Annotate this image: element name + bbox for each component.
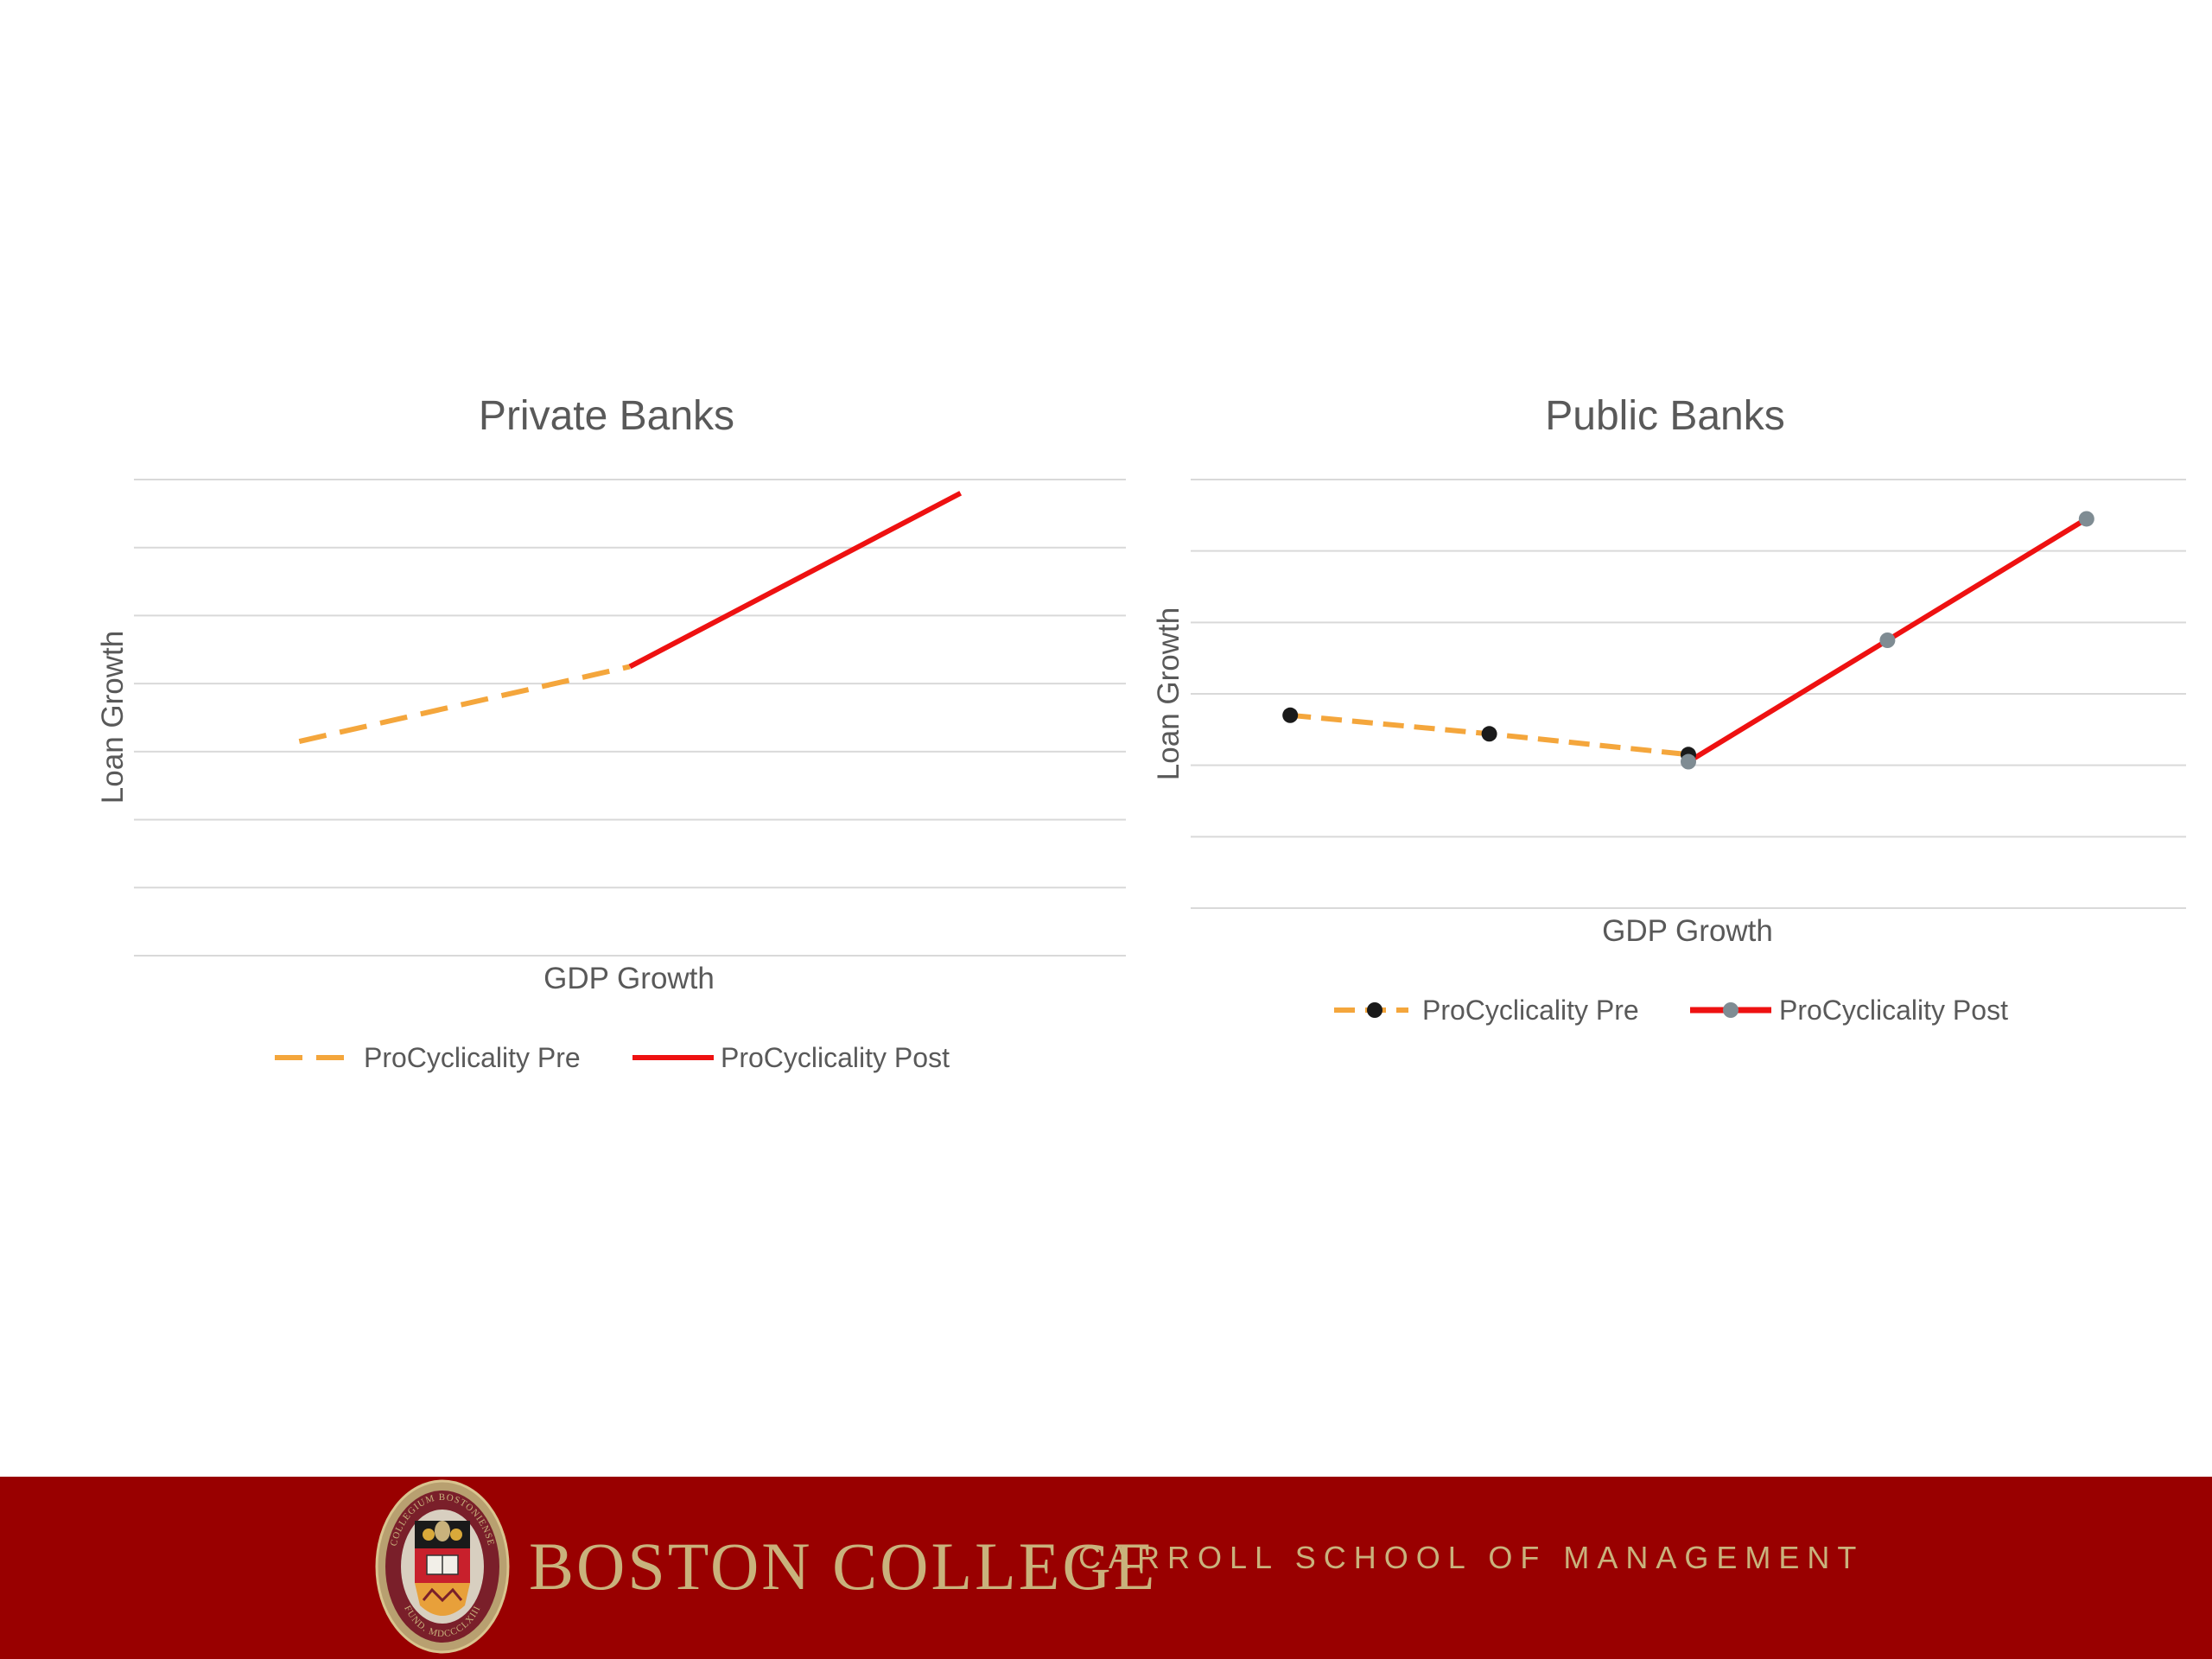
series-lines [298, 491, 963, 744]
legend-marker-pre [1367, 1002, 1382, 1018]
x-axis-label: GDP Growth [543, 962, 715, 995]
boston-college-seal-icon: COLLEGIUM BOSTONIENSE FUND. MDCCCLXIII [375, 1479, 510, 1654]
chart-title: Public Banks [1545, 393, 1784, 439]
legend-item-post[interactable]: ProCyclicality Post [632, 1042, 950, 1073]
legend: ProCyclicality Pre ProCyclicality Post [1334, 995, 2008, 1026]
series-line-post [628, 491, 963, 670]
legend: ProCyclicality Pre ProCyclicality Post [275, 1042, 950, 1073]
gridlines [134, 479, 1126, 957]
private-banks-chart: Private Banks Loan Growth GDP Growth Pro… [96, 393, 1126, 1073]
gridlines [1191, 479, 2186, 909]
data-point-post[interactable] [1879, 632, 1896, 648]
legend-label-pre: ProCyclicality Pre [364, 1042, 581, 1073]
y-axis-label: Loan Growth [96, 631, 130, 804]
legend-label-post: ProCyclicality Post [1779, 995, 2008, 1026]
data-point-pre[interactable] [1481, 726, 1497, 742]
brand-title[interactable]: BOSTON COLLEGE [529, 1529, 1158, 1604]
public-banks-chart: Public Banks Loan Growth GDP Growth ProC… [1152, 393, 2186, 1026]
series-line-pre [298, 664, 631, 744]
chart-title: Private Banks [479, 393, 734, 439]
data-point-post[interactable] [1681, 753, 1696, 770]
legend-label-pre: ProCyclicality Pre [1422, 995, 1639, 1026]
y-axis-label: Loan Growth [1152, 607, 1185, 780]
series-lines [1282, 511, 2094, 770]
legend-item-pre[interactable]: ProCyclicality Pre [275, 1042, 581, 1073]
legend-item-post[interactable]: ProCyclicality Post [1690, 995, 2008, 1026]
brand-subtitle: CARROLL SCHOOL OF MANAGEMENT [1078, 1540, 1865, 1575]
footer-banner [0, 1477, 2212, 1659]
x-axis-label: GDP Growth [1602, 914, 1773, 948]
legend-item-pre[interactable]: ProCyclicality Pre [1334, 995, 1639, 1026]
data-point-post[interactable] [2078, 511, 2094, 527]
charts-area: Private Banks Loan Growth GDP Growth Pro… [96, 393, 2186, 1073]
legend-marker-post [1723, 1002, 1738, 1018]
legend-label-post: ProCyclicality Post [721, 1042, 950, 1073]
data-point-pre[interactable] [1282, 707, 1299, 723]
